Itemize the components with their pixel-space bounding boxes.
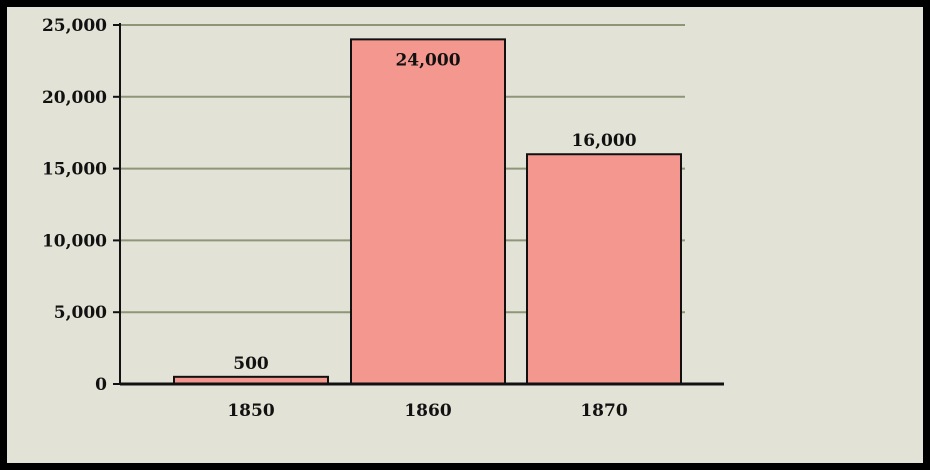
axes <box>113 23 724 386</box>
x-tick-label-1870: 1870 <box>580 401 627 421</box>
y-tick-label: 10,000 <box>42 231 107 251</box>
bar-1860 <box>350 38 506 386</box>
bars <box>173 38 682 386</box>
data-label-1860: 24,000 <box>395 50 460 70</box>
x-tick-label-1850: 1850 <box>227 401 274 421</box>
y-tick-label: 0 <box>95 375 107 395</box>
x-tick-label-1860: 1860 <box>404 401 451 421</box>
data-labels: 500 24,000 16,000 <box>233 50 636 373</box>
y-tick-label: 15,000 <box>42 160 107 180</box>
y-tick-label: 5,000 <box>54 303 107 323</box>
y-tick-label: 25,000 <box>42 16 107 36</box>
data-label-1870: 16,000 <box>571 131 636 151</box>
data-label-1850: 500 <box>233 354 269 374</box>
bar-1870 <box>526 153 682 385</box>
x-tick-labels: 1850 1860 1870 <box>227 401 627 421</box>
y-tick-labels: 0 5,000 10,000 15,000 20,000 25,000 <box>42 16 107 395</box>
chart-frame: 0 5,000 10,000 15,000 20,000 25,000 1850 1860 1… <box>7 7 923 463</box>
y-tick-label: 20,000 <box>42 88 107 108</box>
